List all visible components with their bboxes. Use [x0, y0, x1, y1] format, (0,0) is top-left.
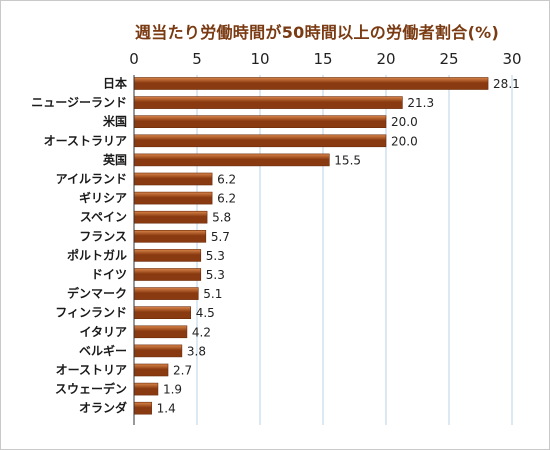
value-labels: 28.1 21.3 20.0 20.0 15.5 6.2 6.2 5.8 5.7 5.3 5.3 5.… — [157, 77, 520, 416]
value-label: 5.8 — [212, 211, 231, 225]
bar — [133, 134, 387, 148]
bar — [133, 363, 169, 377]
value-label: 6.2 — [217, 192, 236, 206]
bar — [133, 287, 199, 300]
x-axis-ticks: 0 5 10 15 20 25 30 — [129, 50, 521, 68]
bar — [133, 191, 213, 205]
bar — [133, 77, 489, 90]
x-tick-label: 25 — [439, 50, 458, 68]
category-label: ベルギー — [79, 343, 127, 358]
category-label: 日本 — [103, 76, 127, 91]
value-label: 2.7 — [173, 364, 192, 378]
category-label: 米国 — [103, 114, 127, 129]
x-tick-label: 0 — [129, 50, 139, 68]
value-label: 4.2 — [192, 325, 211, 339]
x-tick-label: 30 — [502, 50, 521, 68]
value-label: 5.3 — [206, 249, 225, 263]
bar — [133, 230, 207, 243]
category-label: フランス — [79, 229, 127, 243]
value-label: 5.3 — [206, 268, 225, 282]
category-labels: 日本ニュージーランド米国オーストラリア英国アイルランドギリシアスペインフランスポ… — [31, 76, 127, 416]
value-label: 20.0 — [391, 134, 418, 148]
bar — [133, 325, 188, 339]
value-label: 5.1 — [203, 287, 222, 301]
bar — [133, 268, 202, 281]
category-label: イタリア — [79, 325, 127, 339]
category-label: オランダ — [79, 400, 127, 415]
category-label: 英国 — [103, 152, 127, 167]
category-label: スウェーデン — [55, 381, 127, 396]
x-tick-label: 20 — [376, 50, 395, 68]
value-label: 21.3 — [407, 96, 434, 110]
value-label: 15.5 — [334, 153, 361, 167]
value-label: 6.2 — [217, 173, 236, 187]
category-label: ドイツ — [91, 268, 127, 282]
value-label: 20.0 — [391, 115, 418, 129]
x-tick-label: 10 — [250, 50, 269, 68]
x-tick-label: 15 — [313, 50, 332, 68]
category-label: ギリシア — [79, 190, 127, 205]
category-label: ニュージーランド — [31, 96, 127, 110]
bar — [133, 382, 159, 396]
category-label: フィンランド — [55, 306, 127, 320]
value-label: 5.7 — [211, 230, 230, 244]
bar — [133, 210, 208, 224]
bar — [133, 249, 202, 262]
category-label: アイルランド — [56, 172, 127, 186]
bar — [133, 344, 183, 358]
bar — [133, 306, 192, 320]
bar — [133, 153, 330, 167]
bar — [133, 115, 387, 128]
value-label: 1.9 — [163, 383, 182, 397]
value-label: 28.1 — [493, 77, 520, 91]
bar — [133, 172, 213, 186]
value-label: 3.8 — [187, 344, 206, 358]
bar — [133, 401, 152, 415]
category-label: デンマーク — [67, 286, 127, 301]
value-label: 1.4 — [157, 402, 176, 416]
category-label: ポルトガル — [67, 247, 127, 262]
category-label: オーストラリア — [44, 134, 127, 148]
bar — [133, 96, 403, 109]
chart-title: 週当たり労働時間が50時間以上の労働者割合(%) — [135, 23, 500, 42]
category-label: スペイン — [80, 210, 127, 224]
x-tick-label: 5 — [192, 50, 202, 68]
category-label: オーストリア — [56, 363, 127, 377]
value-label: 4.5 — [196, 306, 215, 320]
